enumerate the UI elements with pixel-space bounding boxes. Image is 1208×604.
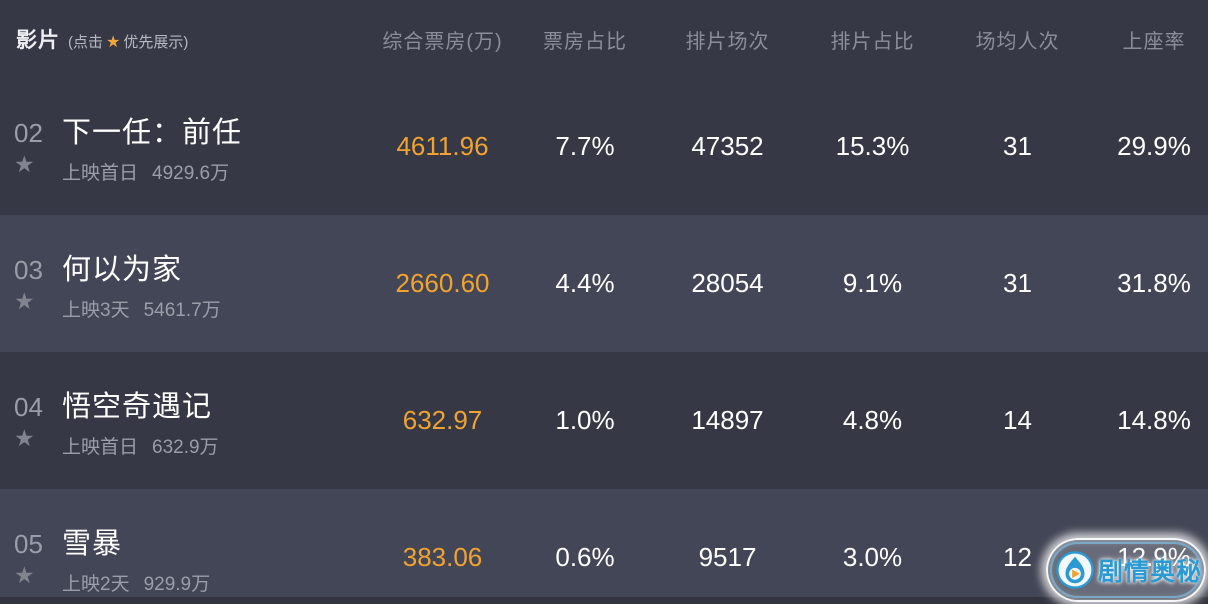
box-office-share-value: 1.0%: [555, 405, 615, 435]
screening-share-value: 15.3%: [835, 131, 910, 161]
film-subtitle: 上映2天 929.9万: [62, 569, 210, 596]
film-text: 何以为家 上映3天 5461.7万: [62, 246, 221, 322]
film-text: 雪暴 上映2天 929.9万: [62, 520, 210, 596]
table-row[interactable]: 02 ★ 下一任：前任 上映首日 4929.6万 4611.96 7.7% 47…: [0, 78, 1208, 215]
rank-star-stack: 03 ★: [14, 255, 56, 313]
film-hint-suffix: 优先展示): [123, 34, 189, 51]
box-office-share-value: 7.7%: [555, 131, 615, 161]
priority-star-icon: ★: [106, 34, 121, 51]
film-subtitle: 上映3天 5461.7万: [62, 295, 221, 322]
screening-share-value: 3.0%: [842, 542, 903, 572]
column-header-box-office-share: 票房占比: [543, 30, 627, 53]
column-header-box-office: 综合票房(万): [382, 30, 503, 53]
rank-star-stack: 05 ★: [14, 529, 56, 587]
film-title[interactable]: 何以为家: [62, 253, 183, 286]
cume-box-office: 4929.6万: [152, 162, 230, 184]
table-row[interactable]: 04 ★ 悟空奇遇记 上映首日 632.9万 632.97 1.0% 14897…: [0, 352, 1208, 489]
film-cell: 02 ★ 下一任：前任 上映首日 4929.6万: [0, 109, 360, 185]
rank-label: 02: [14, 117, 43, 148]
box-office-value: 4611.96: [396, 131, 489, 161]
screening-share-value: 4.8%: [842, 405, 903, 435]
film-text: 下一任：前任 上映首日 4929.6万: [62, 109, 242, 185]
rank-label: 05: [14, 528, 43, 559]
occupancy-value: 29.9%: [1117, 131, 1191, 161]
favorite-star-icon[interactable]: ★: [14, 424, 35, 451]
screenings-value: 9517: [698, 542, 757, 572]
avg-attendance-value: 12: [1003, 542, 1032, 572]
occupancy-value: 31.8%: [1117, 268, 1191, 298]
favorite-star-icon[interactable]: ★: [14, 561, 35, 588]
film-column-header: 影片 (点击 ★ 优先展示): [0, 24, 360, 54]
film-hint-prefix: (点击: [68, 34, 103, 51]
release-day-label: 上映首日: [62, 162, 139, 184]
film-title[interactable]: 悟空奇遇记: [62, 390, 213, 423]
film-subtitle: 上映首日 4929.6万: [62, 158, 242, 185]
table-header-row: 影片 (点击 ★ 优先展示) 综合票房(万) 票房占比 排片场次 排片占比 场均人次…: [0, 0, 1208, 78]
occupancy-value: 14.8%: [1117, 405, 1191, 435]
column-header-avg-attendance: 场均人次: [975, 30, 1060, 53]
screenings-value: 14897: [691, 405, 764, 435]
release-day-label: 上映首日: [62, 436, 139, 458]
avg-attendance-value: 31: [1003, 131, 1032, 161]
watermark-droplet-logo-icon: [1056, 551, 1094, 589]
film-text: 悟空奇遇记 上映首日 632.9万: [62, 383, 219, 459]
cume-box-office: 929.9万: [143, 573, 211, 595]
watermark-text: 剧情奥秘: [1098, 558, 1203, 586]
table-row[interactable]: 03 ★ 何以为家 上映3天 5461.7万 2660.60 4.4% 2805…: [0, 215, 1208, 352]
rank-label: 03: [14, 254, 43, 285]
release-day-label: 上映3天: [62, 299, 130, 321]
screenings-value: 47352: [691, 131, 764, 161]
cume-box-office: 5461.7万: [143, 299, 221, 321]
box-office-value: 383.06: [402, 542, 483, 572]
favorite-star-icon[interactable]: ★: [14, 287, 35, 314]
box-office-share-value: 4.4%: [555, 268, 615, 298]
box-office-share-value: 0.6%: [555, 542, 615, 572]
rank-label: 04: [14, 391, 43, 422]
column-header-occupancy: 上座率: [1122, 30, 1186, 53]
table-row[interactable]: 05 ★ 雪暴 上映2天 929.9万 383.06 0.6% 9517 3.0…: [0, 489, 1208, 604]
rank-star-stack: 02 ★: [14, 118, 56, 176]
box-office-value: 2660.60: [395, 268, 490, 298]
box-office-value: 632.97: [402, 405, 483, 435]
rank-star-stack: 04 ★: [14, 392, 56, 450]
column-header-screening-share: 排片占比: [830, 30, 915, 53]
site-watermark: 剧情奥秘: [1046, 538, 1206, 602]
film-cell: 03 ★ 何以为家 上映3天 5461.7万: [0, 246, 360, 322]
film-header-hint: (点击 ★ 优先展示): [68, 31, 188, 52]
avg-attendance-value: 14: [1003, 405, 1032, 435]
cume-box-office: 632.9万: [152, 436, 219, 458]
film-subtitle: 上映首日 632.9万: [62, 432, 219, 459]
column-header-screenings: 排片场次: [685, 30, 770, 53]
release-day-label: 上映2天: [62, 573, 130, 595]
film-cell: 05 ★ 雪暴 上映2天 929.9万: [0, 520, 360, 596]
film-cell: 04 ★ 悟空奇遇记 上映首日 632.9万: [0, 383, 360, 459]
film-header-label: 影片: [16, 29, 60, 52]
screening-share-value: 9.1%: [842, 268, 903, 298]
avg-attendance-value: 31: [1003, 268, 1032, 298]
next-row-edge: [0, 597, 1208, 604]
film-title[interactable]: 下一任：前任: [62, 116, 243, 149]
film-title[interactable]: 雪暴: [62, 527, 123, 560]
favorite-star-icon[interactable]: ★: [14, 150, 35, 177]
screenings-value: 28054: [691, 268, 764, 298]
